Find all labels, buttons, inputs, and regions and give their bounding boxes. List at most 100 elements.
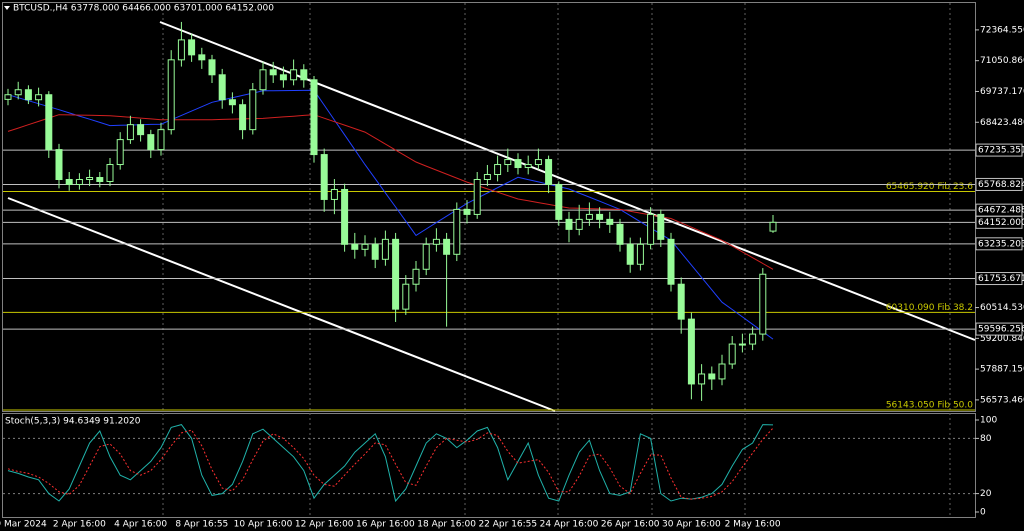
header-arrow [4, 6, 10, 10]
level-label: 67235.351 [978, 146, 1024, 156]
candle-body [504, 159, 512, 166]
candle-body [483, 174, 491, 181]
candle-body [636, 243, 644, 265]
x-tick-label: 18 Apr 16:00 [417, 520, 476, 530]
stoch-tick-label: 100 [980, 416, 997, 426]
candle-body [330, 188, 338, 200]
candle-body [432, 238, 440, 245]
candle-body [687, 318, 695, 385]
level-label-box [975, 322, 1023, 336]
y-tick-label: 72364.550 [980, 25, 1024, 35]
y-tick-label: 68423.480 [980, 118, 1024, 128]
level-label: 64152.000 [978, 218, 1024, 228]
y-tick-label: 71050.860 [980, 56, 1024, 66]
candle-body [402, 283, 410, 310]
candle-body [667, 238, 675, 285]
stoch-line [7, 424, 774, 503]
candle-body [677, 283, 685, 320]
x-tick-label: 22 Apr 16:55 [478, 520, 537, 530]
candle-body [463, 208, 471, 215]
candle-body [718, 363, 726, 380]
candle-body [300, 69, 308, 81]
x-tick-label: 30 Apr 16:00 [662, 520, 721, 530]
candle-body [769, 221, 777, 232]
y-tick-label: 57887.150 [980, 365, 1024, 375]
symbol-header: BTCUSD.,H4 63778.000 64466.000 63701.000… [13, 4, 274, 14]
candle-body [422, 243, 430, 270]
candle-body [657, 213, 665, 240]
candle-body [198, 54, 206, 61]
candle-body [514, 159, 522, 169]
candle-body [106, 164, 114, 182]
y-tick-label: 60514.530 [980, 303, 1024, 313]
candle-body [443, 238, 451, 255]
candle-body [555, 183, 563, 220]
candle-body [279, 74, 287, 81]
candle-body [728, 343, 736, 365]
candle-body [157, 129, 165, 151]
stoch-title: Stoch(5,3,3) 94.6349 91.2020 [5, 417, 141, 427]
x-tick-label: 26 Apr 16:00 [601, 520, 660, 530]
candle-body [626, 243, 634, 265]
candle-body [116, 139, 124, 166]
y-tick-label: 56573.460 [980, 395, 1024, 405]
candle-body [606, 218, 614, 225]
candle-body [647, 213, 655, 245]
candle-body [341, 188, 349, 245]
candle-body [45, 94, 53, 151]
candle-body [698, 373, 706, 385]
candle-body [239, 104, 247, 131]
candle-body [565, 218, 573, 230]
candle-body [14, 89, 22, 96]
candle-body [534, 159, 542, 166]
stoch-tick-label: 0 [980, 508, 986, 518]
candle-body [453, 208, 461, 255]
candle-body [55, 149, 63, 181]
level-label-box [975, 143, 1023, 157]
candle-body [585, 213, 593, 220]
x-tick-label: 29 Mar 2024 [0, 520, 47, 530]
candle-body [494, 164, 502, 176]
candle-body [35, 94, 43, 101]
candle-body [137, 124, 145, 136]
candle-body [75, 179, 83, 185]
candle-body [616, 223, 624, 245]
candle-body [351, 243, 359, 250]
candle-body [86, 177, 94, 181]
candle-body [361, 243, 369, 250]
level-label: 61753.671 [978, 274, 1024, 284]
candle-body [218, 74, 226, 101]
level-label: 63235.203 [978, 239, 1024, 249]
candle-body [188, 39, 196, 56]
stoch-frame [2, 413, 976, 518]
moving-average [7, 89, 774, 340]
candle-body [575, 218, 583, 230]
stoch-tick-label: 80 [980, 434, 992, 444]
level-label-box [975, 237, 1023, 251]
y-tick-label: 69737.170 [980, 87, 1024, 97]
candle-body [65, 179, 73, 185]
y-tick-label: 59200.840 [980, 334, 1024, 344]
candle-body [249, 89, 257, 131]
candle-body [596, 213, 604, 220]
candle-body [126, 124, 134, 141]
x-tick-label: 4 Apr 16:00 [114, 520, 167, 530]
candle-body [524, 164, 532, 169]
x-tick-label: 2 May 16:00 [725, 520, 781, 530]
x-tick-label: 8 Apr 16:55 [175, 520, 228, 530]
candle-body [290, 69, 298, 81]
level-label: 65768.824 [978, 180, 1024, 190]
candle-body [749, 333, 757, 345]
fib-label: 65465.920 Fib 23.6 [886, 182, 973, 192]
candle-body [708, 373, 716, 380]
candle-body [392, 238, 400, 310]
x-tick-label: 2 Apr 16:00 [53, 520, 106, 530]
candle-body [738, 343, 746, 346]
candle-body [24, 89, 32, 101]
stoch-tick-label: 20 [980, 489, 992, 499]
fib-label: 60310.090 Fib 38.2 [886, 303, 973, 313]
candle-body [4, 94, 12, 100]
candle-body [96, 177, 104, 182]
